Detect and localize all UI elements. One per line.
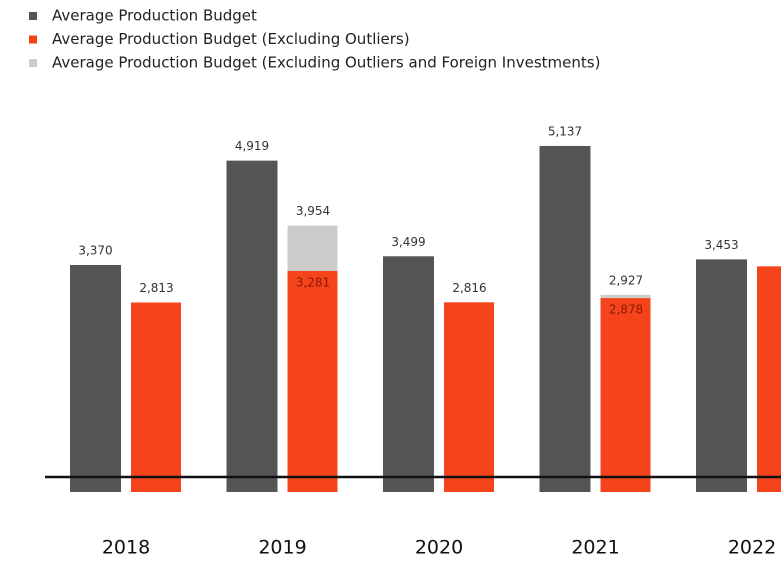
x-tick-label: 2022: [728, 537, 776, 559]
bar: [383, 256, 434, 492]
bar: [539, 145, 591, 492]
bar: [444, 302, 494, 492]
data-label: 5,137: [548, 124, 582, 138]
bar: [131, 302, 181, 492]
legend-label: Average Production Budget (Excluding Out…: [52, 30, 410, 48]
bar: [696, 259, 747, 492]
x-tick-label: 2021: [571, 537, 619, 559]
x-tick-label: 2020: [415, 537, 463, 559]
x-tick-label: 2019: [258, 537, 306, 559]
data-label: 3,499: [391, 235, 425, 249]
data-label: 2,816: [452, 281, 486, 295]
data-label: 4,919: [235, 139, 269, 153]
bar: [757, 266, 781, 492]
data-label: 3,281: [296, 275, 330, 289]
legend-label: Average Production Budget: [52, 7, 257, 25]
legend-swatch: [29, 12, 37, 20]
data-label: 3,453: [704, 238, 738, 252]
legend-swatch: [29, 35, 37, 44]
data-label: 2,927: [609, 273, 643, 287]
data-label: 2,813: [139, 281, 173, 295]
data-label: 3,370: [78, 243, 112, 257]
bar: [600, 298, 651, 492]
data-label: 3,954: [296, 204, 330, 218]
legend-label: Average Production Budget (Excluding Out…: [52, 54, 600, 72]
data-label: 2,878: [609, 303, 643, 317]
bar: [70, 264, 121, 492]
bar: [226, 160, 278, 492]
legend-swatch: [29, 59, 37, 67]
bar: [287, 270, 338, 492]
x-tick-label: 2018: [102, 537, 150, 559]
